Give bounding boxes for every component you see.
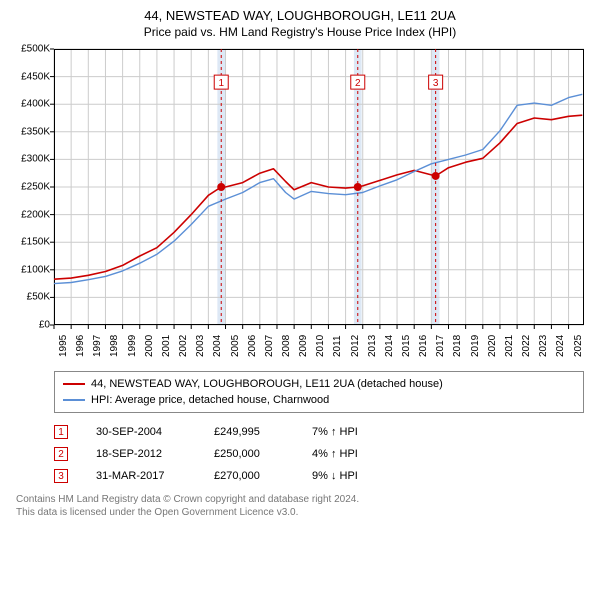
x-tick-label: 2016: [418, 335, 429, 357]
y-tick-label: £0: [10, 320, 50, 331]
transaction-price: £250,000: [214, 448, 284, 460]
x-tick-label: 2004: [212, 335, 223, 357]
y-tick-label: £250K: [10, 182, 50, 193]
x-tick-label: 2009: [298, 335, 309, 357]
x-tick-label: 2017: [435, 335, 446, 357]
x-tick-label: 2021: [504, 335, 515, 357]
table-row: 2 18-SEP-2012 £250,000 4% ↑ HPI: [54, 443, 590, 465]
x-tick-label: 2003: [195, 335, 206, 357]
chart-svg: 1 2 3: [54, 49, 584, 325]
chart-title: 44, NEWSTEAD WAY, LOUGHBOROUGH, LE11 2UA…: [10, 8, 590, 39]
transaction-diff: 7% ↑ HPI: [312, 426, 392, 438]
x-tick-label: 2001: [161, 335, 172, 357]
y-tick-label: £500K: [10, 44, 50, 55]
transaction-price: £270,000: [214, 470, 284, 482]
legend-swatch: [63, 399, 85, 401]
y-tick-label: £50K: [10, 292, 50, 303]
x-tick-label: 2018: [452, 335, 463, 357]
y-tick-label: £300K: [10, 154, 50, 165]
svg-text:3: 3: [433, 78, 439, 89]
legend-label: 44, NEWSTEAD WAY, LOUGHBOROUGH, LE11 2UA…: [91, 378, 443, 390]
x-tick-label: 1996: [75, 335, 86, 357]
transaction-diff: 4% ↑ HPI: [312, 448, 392, 460]
x-tick-label: 2002: [178, 335, 189, 357]
y-tick-label: £450K: [10, 71, 50, 82]
x-tick-label: 2014: [384, 335, 395, 357]
legend-item-property: 44, NEWSTEAD WAY, LOUGHBOROUGH, LE11 2UA…: [63, 376, 575, 392]
legend-label: HPI: Average price, detached house, Char…: [91, 394, 329, 406]
footer-attribution: Contains HM Land Registry data © Crown c…: [16, 493, 584, 519]
x-tick-label: 2013: [367, 335, 378, 357]
y-tick-label: £100K: [10, 264, 50, 275]
x-tick-label: 2006: [247, 335, 258, 357]
title-subtitle: Price paid vs. HM Land Registry's House …: [10, 25, 590, 39]
legend-swatch: [63, 383, 85, 385]
chart: £0 £50K £100K £150K £200K £250K £300K £350K £400…: [10, 45, 590, 365]
transaction-date: 18-SEP-2012: [96, 448, 186, 460]
table-row: 3 31-MAR-2017 £270,000 9% ↓ HPI: [54, 465, 590, 487]
x-tick-label: 2025: [573, 335, 584, 357]
footer-line: This data is licensed under the Open Gov…: [16, 506, 584, 519]
x-tick-label: 2010: [315, 335, 326, 357]
y-tick-label: £350K: [10, 126, 50, 137]
x-tick-label: 2019: [470, 335, 481, 357]
legend-item-hpi: HPI: Average price, detached house, Char…: [63, 392, 575, 408]
transaction-marker: 1: [54, 425, 68, 439]
title-address: 44, NEWSTEAD WAY, LOUGHBOROUGH, LE11 2UA: [10, 8, 590, 23]
transactions-table: 1 30-SEP-2004 £249,995 7% ↑ HPI 2 18-SEP…: [54, 421, 590, 487]
x-tick-label: 2022: [521, 335, 532, 357]
y-tick-label: £400K: [10, 99, 50, 110]
x-tick-label: 2000: [144, 335, 155, 357]
x-tick-label: 2023: [538, 335, 549, 357]
x-tick-label: 2024: [555, 335, 566, 357]
x-tick-label: 2008: [281, 335, 292, 357]
x-tick-label: 2011: [332, 335, 343, 357]
svg-text:1: 1: [218, 78, 224, 89]
x-tick-label: 2005: [230, 335, 241, 357]
table-row: 1 30-SEP-2004 £249,995 7% ↑ HPI: [54, 421, 590, 443]
legend: 44, NEWSTEAD WAY, LOUGHBOROUGH, LE11 2UA…: [54, 371, 584, 413]
svg-text:2: 2: [355, 78, 361, 89]
y-tick-label: £200K: [10, 209, 50, 220]
transaction-marker: 3: [54, 469, 68, 483]
transaction-date: 30-SEP-2004: [96, 426, 186, 438]
y-tick-label: £150K: [10, 237, 50, 248]
plot-area: 1 2 3: [54, 49, 584, 325]
footer-line: Contains HM Land Registry data © Crown c…: [16, 493, 584, 506]
transaction-marker: 2: [54, 447, 68, 461]
x-tick-label: 2020: [487, 335, 498, 357]
x-tick-label: 1999: [127, 335, 138, 357]
transaction-date: 31-MAR-2017: [96, 470, 186, 482]
x-tick-label: 2012: [350, 335, 361, 357]
x-tick-label: 1997: [92, 335, 103, 357]
x-tick-label: 2015: [401, 335, 412, 357]
transaction-price: £249,995: [214, 426, 284, 438]
x-tick-label: 2007: [264, 335, 275, 357]
transaction-diff: 9% ↓ HPI: [312, 470, 392, 482]
x-tick-label: 1998: [109, 335, 120, 357]
x-tick-label: 1995: [58, 335, 69, 357]
